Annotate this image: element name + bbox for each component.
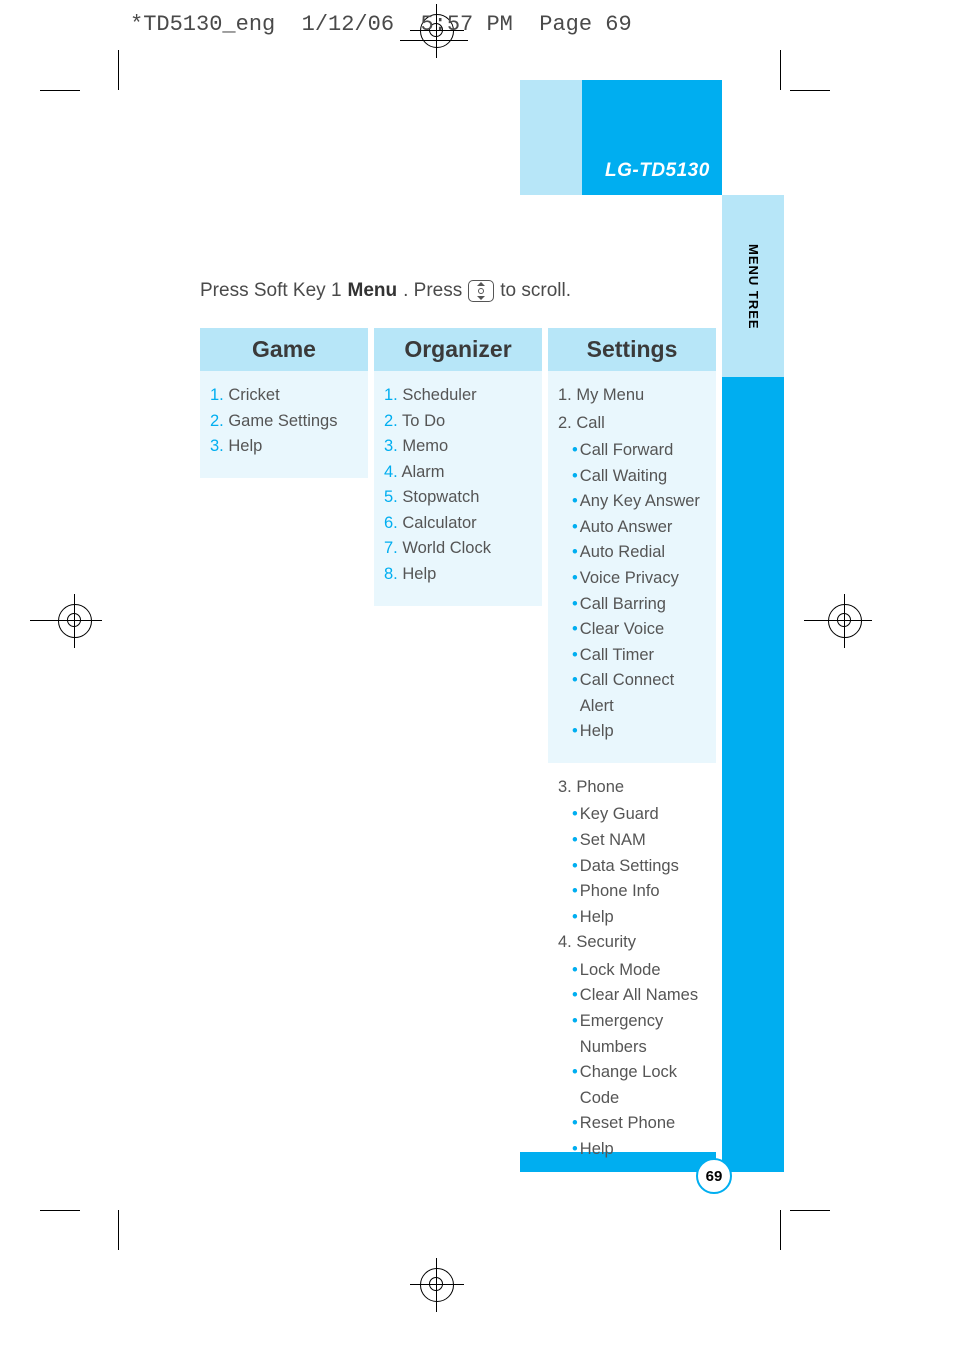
menu-item: 3. Memo <box>384 434 534 460</box>
menu-item: 1. Cricket <box>210 383 360 409</box>
submenu: • Lock Mode• Clear All Names• Emergency … <box>558 958 708 1163</box>
menu-item: 4. Alarm <box>384 460 534 486</box>
side-tab-blue <box>722 377 784 1172</box>
submenu-item: • Voice Privacy <box>572 566 708 592</box>
submenu-item: • Phone Info <box>572 879 708 905</box>
menu-item: 7. World Clock <box>384 536 534 562</box>
menu-column: Game1. Cricket2. Game Settings3. Help <box>200 328 368 1180</box>
menu-column: Settings1. My Menu2. Call• Call Forward•… <box>548 328 716 1180</box>
submenu-item: • Auto Answer <box>572 515 708 541</box>
submenu-item: • Lock Mode <box>572 958 708 984</box>
submenu-item: • Call Forward <box>572 438 708 464</box>
submenu-item: • Call Connect Alert <box>572 668 708 719</box>
intro-line: Press Soft Key 1 Menu. Press to scroll. <box>200 280 720 302</box>
submenu-item: • Emergency Numbers <box>572 1009 708 1060</box>
submenu-item: • Key Guard <box>572 802 708 828</box>
menu-item: 1. Scheduler <box>384 383 534 409</box>
column-body: 1. Scheduler2. To Do3. Memo4. Alarm5. St… <box>374 371 542 606</box>
submenu-item: • Change Lock Code <box>572 1060 708 1111</box>
submenu-item: • Call Timer <box>572 643 708 669</box>
submenu-item: • Clear Voice <box>572 617 708 643</box>
menu-item: 8. Help <box>384 562 534 588</box>
submenu-item: • Clear All Names <box>572 983 708 1009</box>
submenu: • Call Forward• Call Waiting• Any Key An… <box>558 438 708 745</box>
print-slug: *TD5130_eng 1/12/06 5:57 PM Page 69 <box>130 12 632 37</box>
menu-item: 6. Calculator <box>384 511 534 537</box>
submenu-item: • Reset Phone <box>572 1111 708 1137</box>
submenu-item: • Call Waiting <box>572 464 708 490</box>
column-section: 1. My Menu2. Call• Call Forward• Call Wa… <box>548 371 716 763</box>
column-header: Settings <box>548 328 716 371</box>
menu-columns: Game1. Cricket2. Game Settings3. HelpOrg… <box>200 328 720 1180</box>
submenu-item: • Data Settings <box>572 854 708 880</box>
nav-ring-icon <box>468 280 494 302</box>
submenu-item: • Help <box>572 719 708 745</box>
menu-column: Organizer1. Scheduler2. To Do3. Memo4. A… <box>374 328 542 1180</box>
menu-item: 2. Call <box>558 411 708 437</box>
model-label: LG-TD5130 <box>605 160 710 182</box>
menu-item: 2. To Do <box>384 409 534 435</box>
header-accent-strip <box>520 80 582 195</box>
submenu: • Key Guard• Set NAM• Data Settings• Pho… <box>558 802 708 930</box>
menu-item: 2. Game Settings <box>210 409 360 435</box>
column-section: 3. Phone• Key Guard• Set NAM• Data Setti… <box>548 763 716 1180</box>
column-body: 1. Cricket2. Game Settings3. Help <box>200 371 368 478</box>
submenu-item: • Call Barring <box>572 592 708 618</box>
submenu-item: • Any Key Answer <box>572 489 708 515</box>
page-content: Press Soft Key 1 Menu. Press to scroll. … <box>200 280 720 1180</box>
menu-item: 3. Help <box>210 434 360 460</box>
menu-item: 1. My Menu <box>558 383 708 409</box>
submenu-item: • Auto Redial <box>572 540 708 566</box>
submenu-item: • Help <box>572 905 708 931</box>
menu-item: 4. Security <box>558 930 708 956</box>
side-tab-label: MENU TREE <box>746 244 761 330</box>
menu-item: 5. Stopwatch <box>384 485 534 511</box>
column-header: Organizer <box>374 328 542 371</box>
menu-item: 3. Phone <box>558 775 708 801</box>
column-header: Game <box>200 328 368 371</box>
submenu-item: • Help <box>572 1137 708 1163</box>
submenu-item: • Set NAM <box>572 828 708 854</box>
